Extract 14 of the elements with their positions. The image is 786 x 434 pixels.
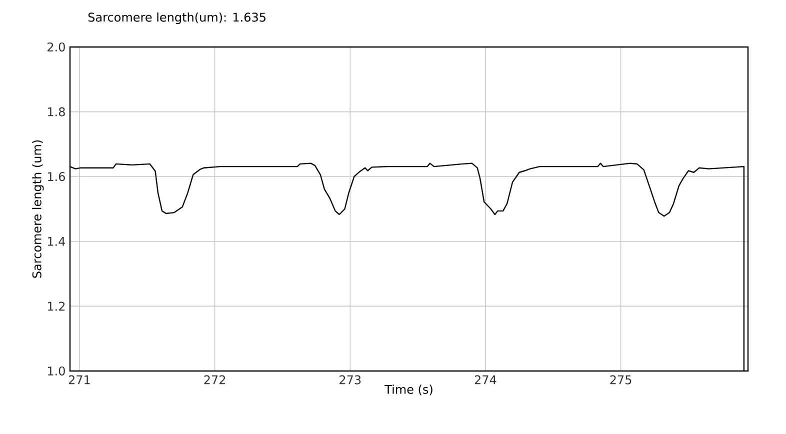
y-axis-title: Sarcomere length (um) (32, 140, 44, 278)
x-axis-title: Time (s) (384, 384, 432, 396)
y-tick-label: 1.2 (48, 302, 65, 311)
y-tick-label: 1.4 (48, 237, 66, 246)
y-tick-label: 1.0 (48, 366, 65, 376)
x-tick-label: 274 (474, 375, 496, 384)
chart-title: Sarcomere length(um): 1.635 (88, 12, 266, 24)
y-tick-label: 2.0 (48, 42, 65, 52)
x-tick-label: 273 (340, 375, 361, 384)
y-tick-label: 1.8 (48, 107, 65, 116)
x-tick-label: 275 (610, 375, 632, 384)
x-tick-label: 272 (204, 375, 226, 384)
y-tick-label: 1.6 (48, 172, 65, 182)
x-tick-label: 271 (68, 375, 90, 384)
